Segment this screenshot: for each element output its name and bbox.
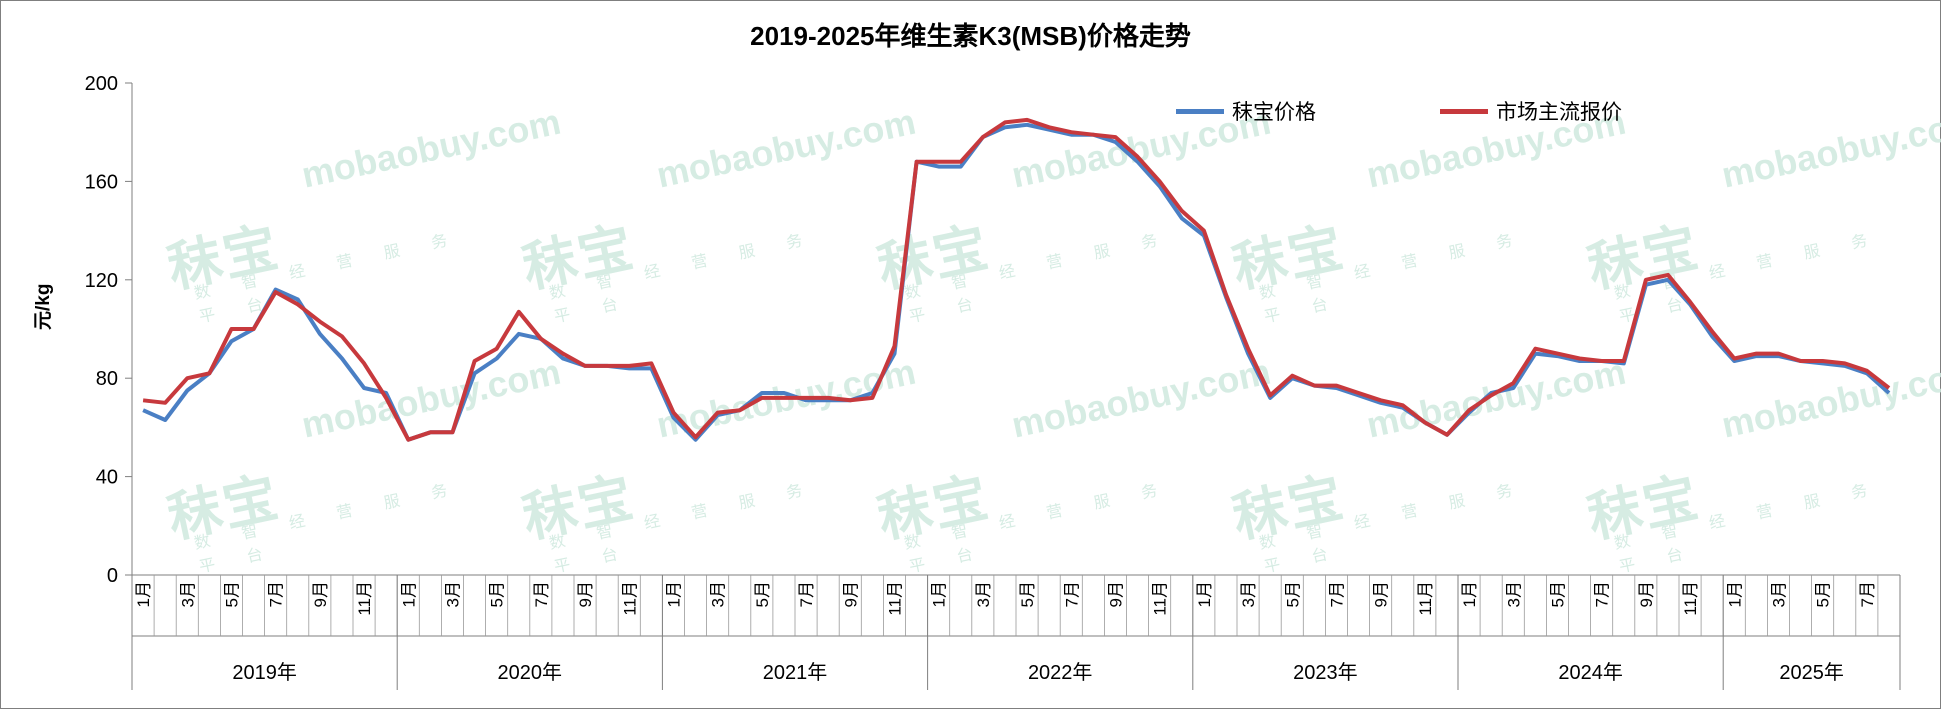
x-tick-label-month: 1月 <box>1725 581 1744 607</box>
x-tick-label-month: 5月 <box>1814 581 1833 607</box>
x-tick-label-month: 5月 <box>222 581 241 607</box>
x-tick-label-month: 7月 <box>267 581 286 607</box>
x-tick-label-month: 11月 <box>1416 581 1435 616</box>
legend-label-series-1: 秣宝价格 <box>1232 101 1316 124</box>
x-tick-label-month: 1月 <box>930 581 949 607</box>
legend-swatch-series-2 <box>1440 108 1488 114</box>
legend-swatch-series-1 <box>1176 108 1224 114</box>
x-tick-label-month: 1月 <box>399 581 418 607</box>
x-tick-label-year: 2024年 <box>1558 661 1623 684</box>
x-tick-label-year: 2020年 <box>498 661 563 684</box>
x-tick-label-month: 5月 <box>753 581 772 607</box>
x-tick-label-year: 2023年 <box>1293 661 1358 684</box>
x-tick-label-month: 3月 <box>443 581 462 607</box>
x-tick-label-month: 9月 <box>576 581 595 607</box>
x-tick-label-month: 11月 <box>355 581 374 616</box>
x-tick-label-year: 2021年 <box>763 661 828 684</box>
series-line-2 <box>142 117 1891 442</box>
x-tick-label-month: 5月 <box>1283 581 1302 607</box>
x-tick-label-month: 7月 <box>1327 581 1346 607</box>
x-tick-label-month: 3月 <box>974 581 993 607</box>
x-tick-label-month: 9月 <box>311 581 330 607</box>
x-tick-label-month: 9月 <box>1637 581 1656 607</box>
x-tick-label-month: 7月 <box>1858 581 1877 607</box>
y-tick-label: 120 <box>85 270 118 292</box>
x-tick-label-month: 1月 <box>1195 581 1214 607</box>
y-tick-label: 200 <box>85 73 118 95</box>
x-tick-label-year: 2025年 <box>1779 661 1844 684</box>
x-tick-label-month: 1月 <box>1460 581 1479 607</box>
legend-label-series-2: 市场主流报价 <box>1496 101 1622 124</box>
legend-item-series-1[interactable]: 秣宝价格 <box>1176 96 1316 126</box>
x-tick-label-month: 9月 <box>841 581 860 607</box>
x-tick-label-month: 5月 <box>488 581 507 607</box>
x-tick-label-month: 3月 <box>1504 581 1523 607</box>
x-tick-label-month: 5月 <box>1018 581 1037 607</box>
series-line-1 <box>142 122 1891 442</box>
x-tick-label-month: 7月 <box>532 581 551 607</box>
x-tick-label-month: 11月 <box>620 581 639 616</box>
x-tick-label-month: 5月 <box>1548 581 1567 607</box>
x-tick-label-month: 11月 <box>1151 581 1170 616</box>
x-tick-label-month: 11月 <box>885 581 904 616</box>
x-tick-label-month: 3月 <box>1239 581 1258 607</box>
x-tick-label-month: 3月 <box>1769 581 1788 607</box>
x-tick-label-month: 3月 <box>709 581 728 607</box>
y-tick-label: 160 <box>85 171 118 193</box>
x-tick-label-month: 11月 <box>1681 581 1700 616</box>
legend-item-series-2[interactable]: 市场主流报价 <box>1440 96 1622 126</box>
x-tick-label-year: 2022年 <box>1028 661 1093 684</box>
x-tick-label-month: 9月 <box>1372 581 1391 607</box>
x-tick-label-month: 7月 <box>797 581 816 607</box>
x-tick-label-month: 1月 <box>134 581 153 607</box>
x-tick-label-month: 3月 <box>178 581 197 607</box>
y-axis-label: 元/kg <box>33 283 54 330</box>
y-tick-label: 80 <box>96 368 118 390</box>
x-tick-label-year: 2019年 <box>232 661 297 684</box>
y-tick-label: 0 <box>107 565 118 587</box>
x-tick-label-month: 1月 <box>664 581 683 607</box>
x-tick-label-month: 9月 <box>1106 581 1125 607</box>
chart-title: 2019-2025年维生素K3(MSB)价格走势 <box>750 21 1191 51</box>
x-tick-label-month: 7月 <box>1593 581 1612 607</box>
x-tick-label-month: 7月 <box>1062 581 1081 607</box>
y-tick-label: 40 <box>96 467 118 489</box>
